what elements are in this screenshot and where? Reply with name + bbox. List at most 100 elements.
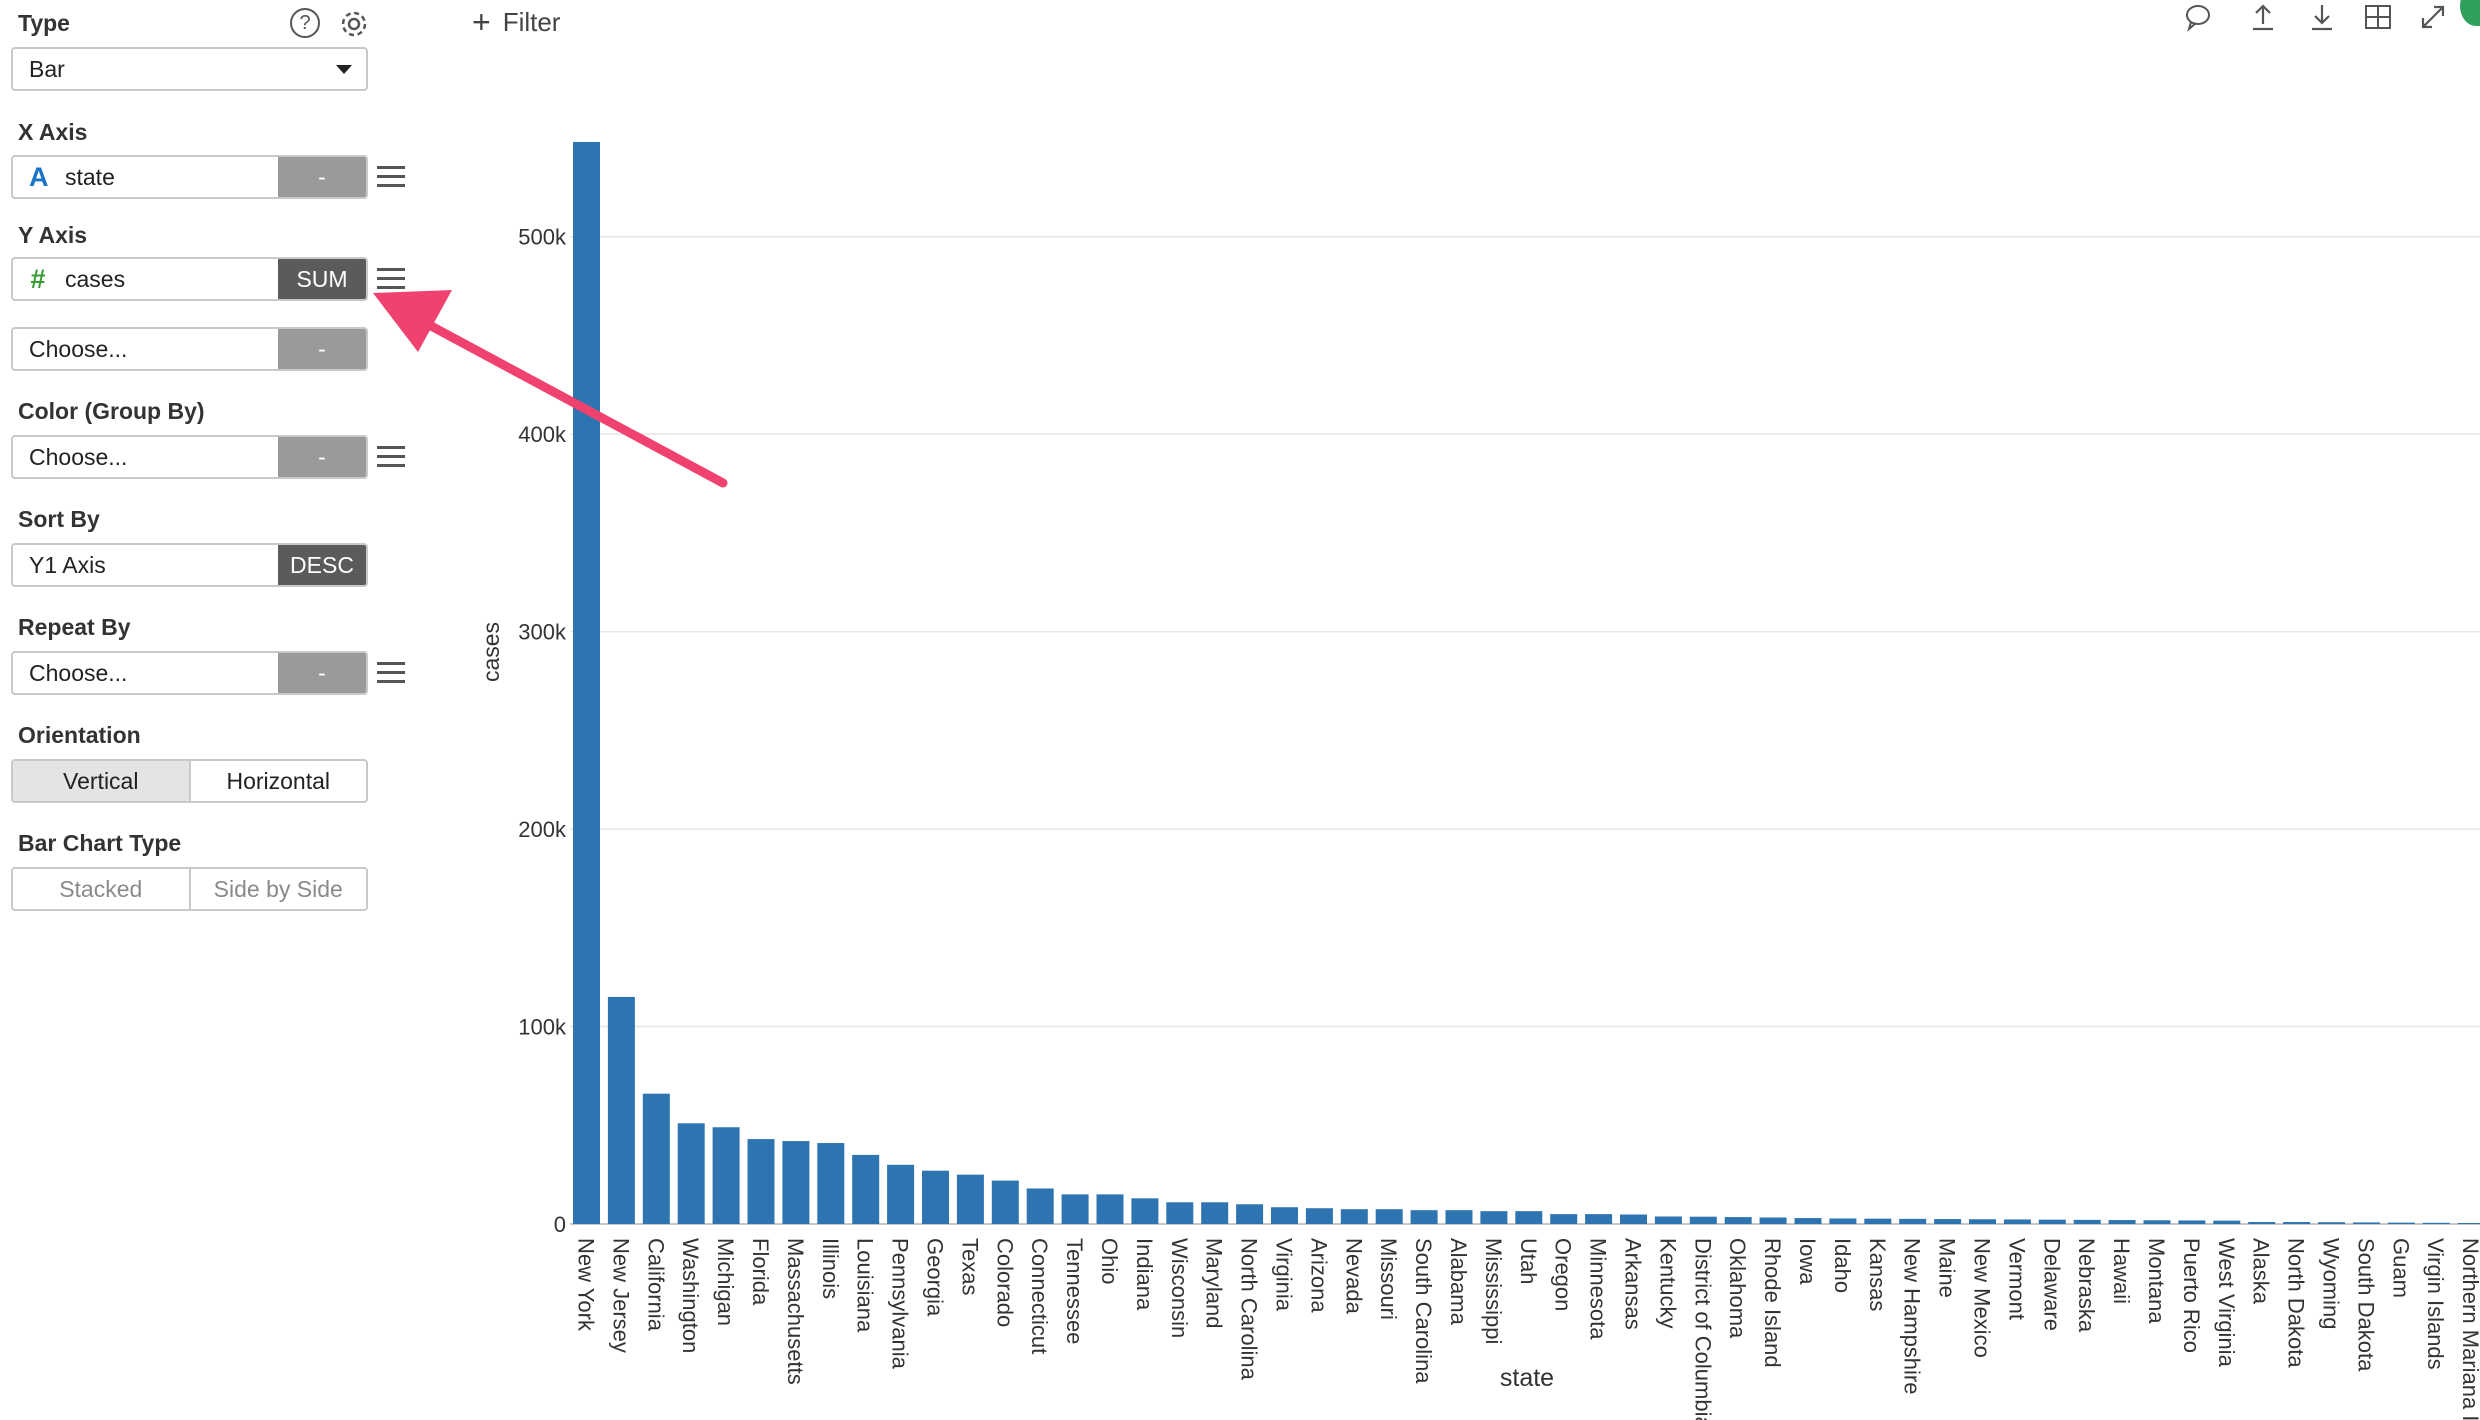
bar[interactable]: [1550, 1214, 1578, 1224]
repeat-menu-icon[interactable]: [377, 662, 405, 686]
user-avatar[interactable]: [2460, 0, 2480, 26]
y-axis-aggregation-button[interactable]: SUM: [278, 259, 366, 299]
stacked-button[interactable]: Stacked: [13, 869, 189, 909]
color-group-field[interactable]: Choose... -: [11, 435, 368, 479]
bar[interactable]: [1585, 1214, 1613, 1224]
x-axis-menu-icon[interactable]: [377, 166, 405, 190]
upload-icon[interactable]: [2248, 2, 2278, 32]
x-tick-label: Oregon: [1551, 1238, 1576, 1311]
bar[interactable]: [991, 1180, 1019, 1224]
bar[interactable]: [677, 1123, 705, 1224]
bar[interactable]: [1445, 1210, 1473, 1224]
bar[interactable]: [887, 1164, 915, 1224]
bar[interactable]: [1969, 1219, 1996, 1224]
bar[interactable]: [712, 1127, 740, 1224]
bar[interactable]: [2178, 1220, 2206, 1224]
x-tick-label: Hawaii: [2109, 1238, 2134, 1304]
x-tick-label: New Hampshire: [1900, 1238, 1925, 1395]
bar[interactable]: [2038, 1219, 2066, 1224]
bar[interactable]: [1271, 1207, 1298, 1224]
repeat-aggregation-button[interactable]: -: [278, 653, 366, 693]
bar[interactable]: [956, 1174, 984, 1224]
side-by-side-button[interactable]: Side by Side: [188, 869, 366, 909]
bar[interactable]: [1131, 1198, 1159, 1224]
bar[interactable]: [1794, 1218, 1822, 1224]
orientation-horizontal-button[interactable]: Horizontal: [188, 761, 367, 801]
text-type-icon: A: [29, 161, 49, 192]
bar[interactable]: [573, 141, 600, 1224]
y2-axis-field[interactable]: Choose... -: [11, 327, 368, 371]
bar[interactable]: [2143, 1220, 2171, 1224]
bar[interactable]: [1934, 1219, 1962, 1224]
bar[interactable]: [1061, 1194, 1089, 1224]
bar[interactable]: [2073, 1219, 2101, 1224]
sort-by-field[interactable]: Y1 Axis DESC: [11, 543, 368, 587]
type-label: Type: [18, 10, 70, 36]
x-tick-label: New Jersey: [608, 1238, 633, 1353]
color-aggregation-button[interactable]: -: [278, 437, 366, 477]
x-tick-label: Idaho: [1830, 1238, 1855, 1293]
help-icon[interactable]: ?: [290, 8, 320, 38]
download-icon[interactable]: [2307, 2, 2337, 32]
bar[interactable]: [1096, 1194, 1124, 1224]
bar[interactable]: [2352, 1222, 2380, 1224]
bar[interactable]: [1026, 1188, 1054, 1224]
bar[interactable]: [607, 996, 635, 1224]
bar[interactable]: [2318, 1222, 2345, 1224]
bar[interactable]: [817, 1143, 845, 1224]
x-tick-label: Iowa: [1795, 1238, 1820, 1285]
bar[interactable]: [782, 1141, 810, 1224]
bar[interactable]: [2387, 1222, 2415, 1224]
bar[interactable]: [1864, 1218, 1892, 1224]
x-tick-label: Connecticut: [1027, 1238, 1052, 1354]
chart-type-select[interactable]: Bar: [11, 47, 368, 91]
bar[interactable]: [747, 1139, 775, 1224]
x-tick-label: Colorado: [992, 1238, 1017, 1327]
bar[interactable]: [1410, 1210, 1438, 1224]
bar[interactable]: [1654, 1216, 1682, 1224]
bar[interactable]: [642, 1093, 670, 1224]
bar[interactable]: [2283, 1222, 2311, 1224]
color-menu-icon[interactable]: [377, 446, 405, 470]
x-axis-aggregation-button[interactable]: -: [278, 157, 366, 197]
sort-order-button[interactable]: DESC: [278, 545, 366, 585]
orientation-vertical-button[interactable]: Vertical: [13, 761, 189, 801]
chevron-down-icon: [336, 65, 352, 74]
bar[interactable]: [1759, 1217, 1787, 1224]
bar[interactable]: [1166, 1202, 1194, 1224]
bar[interactable]: [922, 1170, 949, 1224]
settings-gear-icon[interactable]: [338, 8, 370, 40]
repeat-by-field[interactable]: Choose... -: [11, 651, 368, 695]
y-axis-menu-icon[interactable]: [377, 268, 405, 292]
bar[interactable]: [2003, 1219, 2031, 1224]
bar[interactable]: [2457, 1223, 2480, 1225]
bar[interactable]: [1724, 1217, 1752, 1224]
bar[interactable]: [1620, 1214, 1647, 1224]
bar[interactable]: [2248, 1222, 2276, 1224]
bar[interactable]: [1375, 1209, 1403, 1224]
bar-chart-type-label: Bar Chart Type: [18, 830, 182, 856]
bar[interactable]: [852, 1154, 880, 1224]
bar[interactable]: [1899, 1218, 1927, 1224]
x-tick-label: Texas: [957, 1238, 982, 1295]
x-tick-label: Maryland: [1202, 1238, 1227, 1328]
x-tick-label: Maine: [1935, 1238, 1960, 1298]
bar[interactable]: [2213, 1220, 2241, 1224]
filter-button[interactable]: + Filter: [472, 2, 560, 40]
comment-icon[interactable]: [2183, 2, 2213, 32]
y2-axis-aggregation-button[interactable]: -: [278, 329, 366, 369]
bar[interactable]: [2108, 1220, 2136, 1224]
bar[interactable]: [2422, 1222, 2450, 1224]
bar[interactable]: [1480, 1211, 1508, 1224]
bar[interactable]: [1829, 1218, 1857, 1224]
bar[interactable]: [1515, 1211, 1543, 1224]
bar[interactable]: [1689, 1216, 1717, 1224]
bar[interactable]: [1340, 1209, 1368, 1224]
bar[interactable]: [1305, 1208, 1333, 1224]
grid-icon[interactable]: [2363, 2, 2393, 32]
bar[interactable]: [1236, 1204, 1264, 1224]
expand-icon[interactable]: [2418, 2, 2448, 32]
bar[interactable]: [1201, 1202, 1229, 1224]
y-axis-field[interactable]: # cases SUM: [11, 257, 368, 301]
